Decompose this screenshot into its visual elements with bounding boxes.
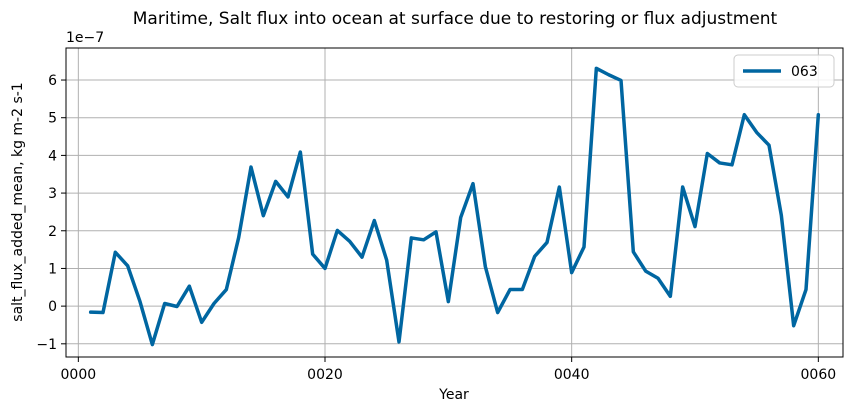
y-tick-label: 5 bbox=[48, 111, 57, 127]
y-axis-label: salt_flux_added_mean, kg m-2 s-1 bbox=[10, 82, 26, 321]
series-layer bbox=[88, 66, 821, 347]
x-tick-label: 0040 bbox=[554, 367, 590, 383]
x-axis: 0000 0020 0040 0060 bbox=[61, 357, 837, 383]
x-axis-label: Year bbox=[438, 387, 469, 403]
y-tick-label: 1 bbox=[48, 261, 57, 277]
chart-title: Maritime, Salt flux into ocean at surfac… bbox=[133, 9, 778, 29]
x-tick-label: 0060 bbox=[801, 367, 837, 383]
grid bbox=[66, 48, 843, 357]
y-tick-label: 3 bbox=[48, 186, 57, 202]
legend-box bbox=[733, 54, 835, 88]
y-axis: −1 0 1 2 3 4 5 6 bbox=[36, 73, 66, 353]
y-offset-label: 1e−7 bbox=[66, 30, 104, 46]
y-tick-label: 2 bbox=[48, 224, 57, 240]
legend: 063 bbox=[733, 54, 835, 88]
series-line bbox=[88, 66, 821, 347]
y-tick-label: 4 bbox=[48, 148, 57, 164]
y-tick-label: 6 bbox=[48, 73, 57, 89]
x-tick-label: 0000 bbox=[61, 367, 97, 383]
y-tick-label: 0 bbox=[48, 299, 57, 315]
x-tick-label: 0020 bbox=[307, 367, 343, 383]
y-tick-label: −1 bbox=[36, 337, 57, 353]
legend-label: 063 bbox=[791, 64, 818, 80]
plot-frame bbox=[65, 47, 844, 358]
